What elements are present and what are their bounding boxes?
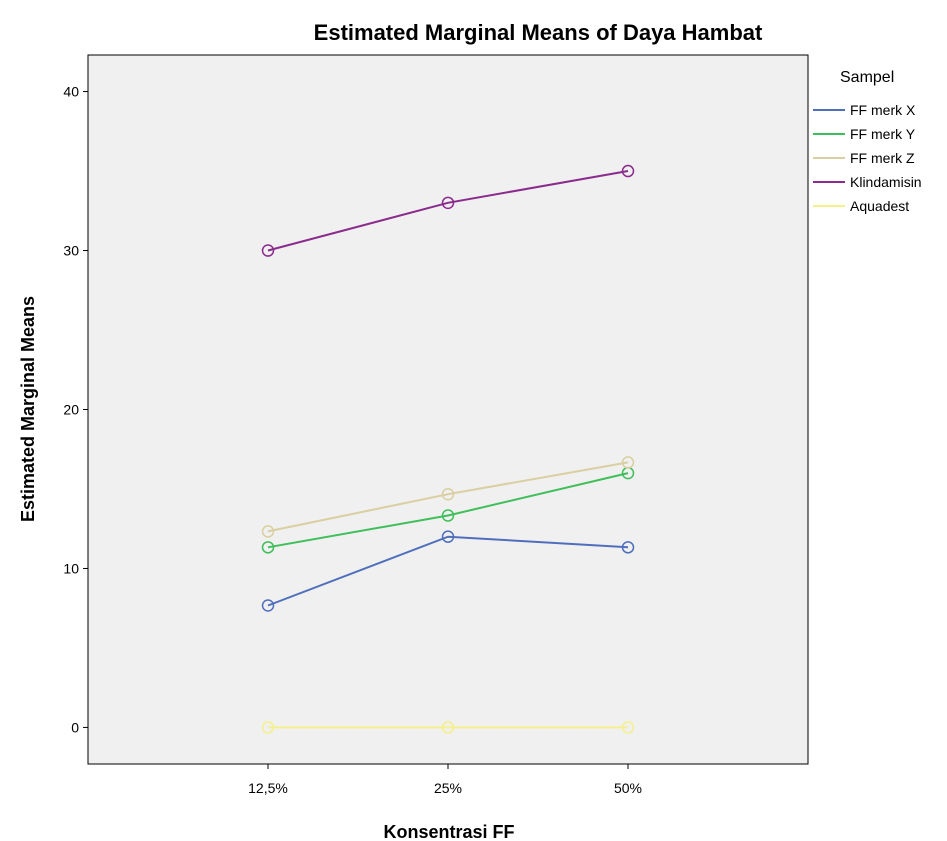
data-point	[261, 541, 275, 554]
series-line	[267, 535, 629, 607]
legend-label: FF merk Y	[850, 126, 916, 142]
x-axis: 12,5% 25% 50%	[248, 764, 642, 796]
y-axis-title: Estimated Marginal Means	[18, 296, 38, 522]
x-axis-title: Konsentrasi FF	[383, 822, 514, 841]
legend-label: FF merk X	[850, 102, 916, 118]
x-tick-label: 25%	[434, 780, 462, 796]
series-layer	[261, 164, 635, 734]
x-tick-label: 50%	[614, 780, 642, 796]
y-tick-label: 10	[63, 560, 79, 576]
data-point	[441, 721, 455, 734]
data-point	[621, 456, 635, 469]
legend-label: Klindamisin	[850, 174, 922, 190]
data-point	[621, 541, 635, 554]
data-point	[621, 164, 635, 178]
chart-title: Estimated Marginal Means of Daya Hambat	[314, 20, 763, 45]
data-point	[441, 487, 455, 501]
y-tick-label: 0	[71, 719, 79, 735]
legend-label: Aquadest	[850, 198, 909, 214]
series-line	[267, 170, 629, 252]
series-line	[267, 461, 629, 533]
y-tick-label: 30	[63, 243, 79, 259]
x-tick-label: 12,5%	[248, 780, 288, 796]
legend-title: Sampel	[840, 69, 894, 86]
data-point	[261, 525, 275, 538]
y-tick-label: 20	[63, 402, 79, 418]
legend-label: FF merk Z	[850, 150, 915, 166]
data-point	[621, 721, 635, 734]
legend: Sampel FF merk X FF merk Y FF merk Z Klinda…	[813, 69, 922, 214]
data-point	[441, 530, 455, 543]
data-point	[261, 599, 275, 612]
y-axis: 0 10 20 30 40	[63, 84, 88, 735]
y-tick-label: 40	[63, 84, 79, 100]
series-line	[267, 472, 629, 549]
data-point	[261, 244, 275, 257]
plot-area	[87, 54, 809, 765]
data-point	[261, 721, 275, 734]
data-point	[441, 196, 455, 210]
data-point	[441, 509, 455, 522]
